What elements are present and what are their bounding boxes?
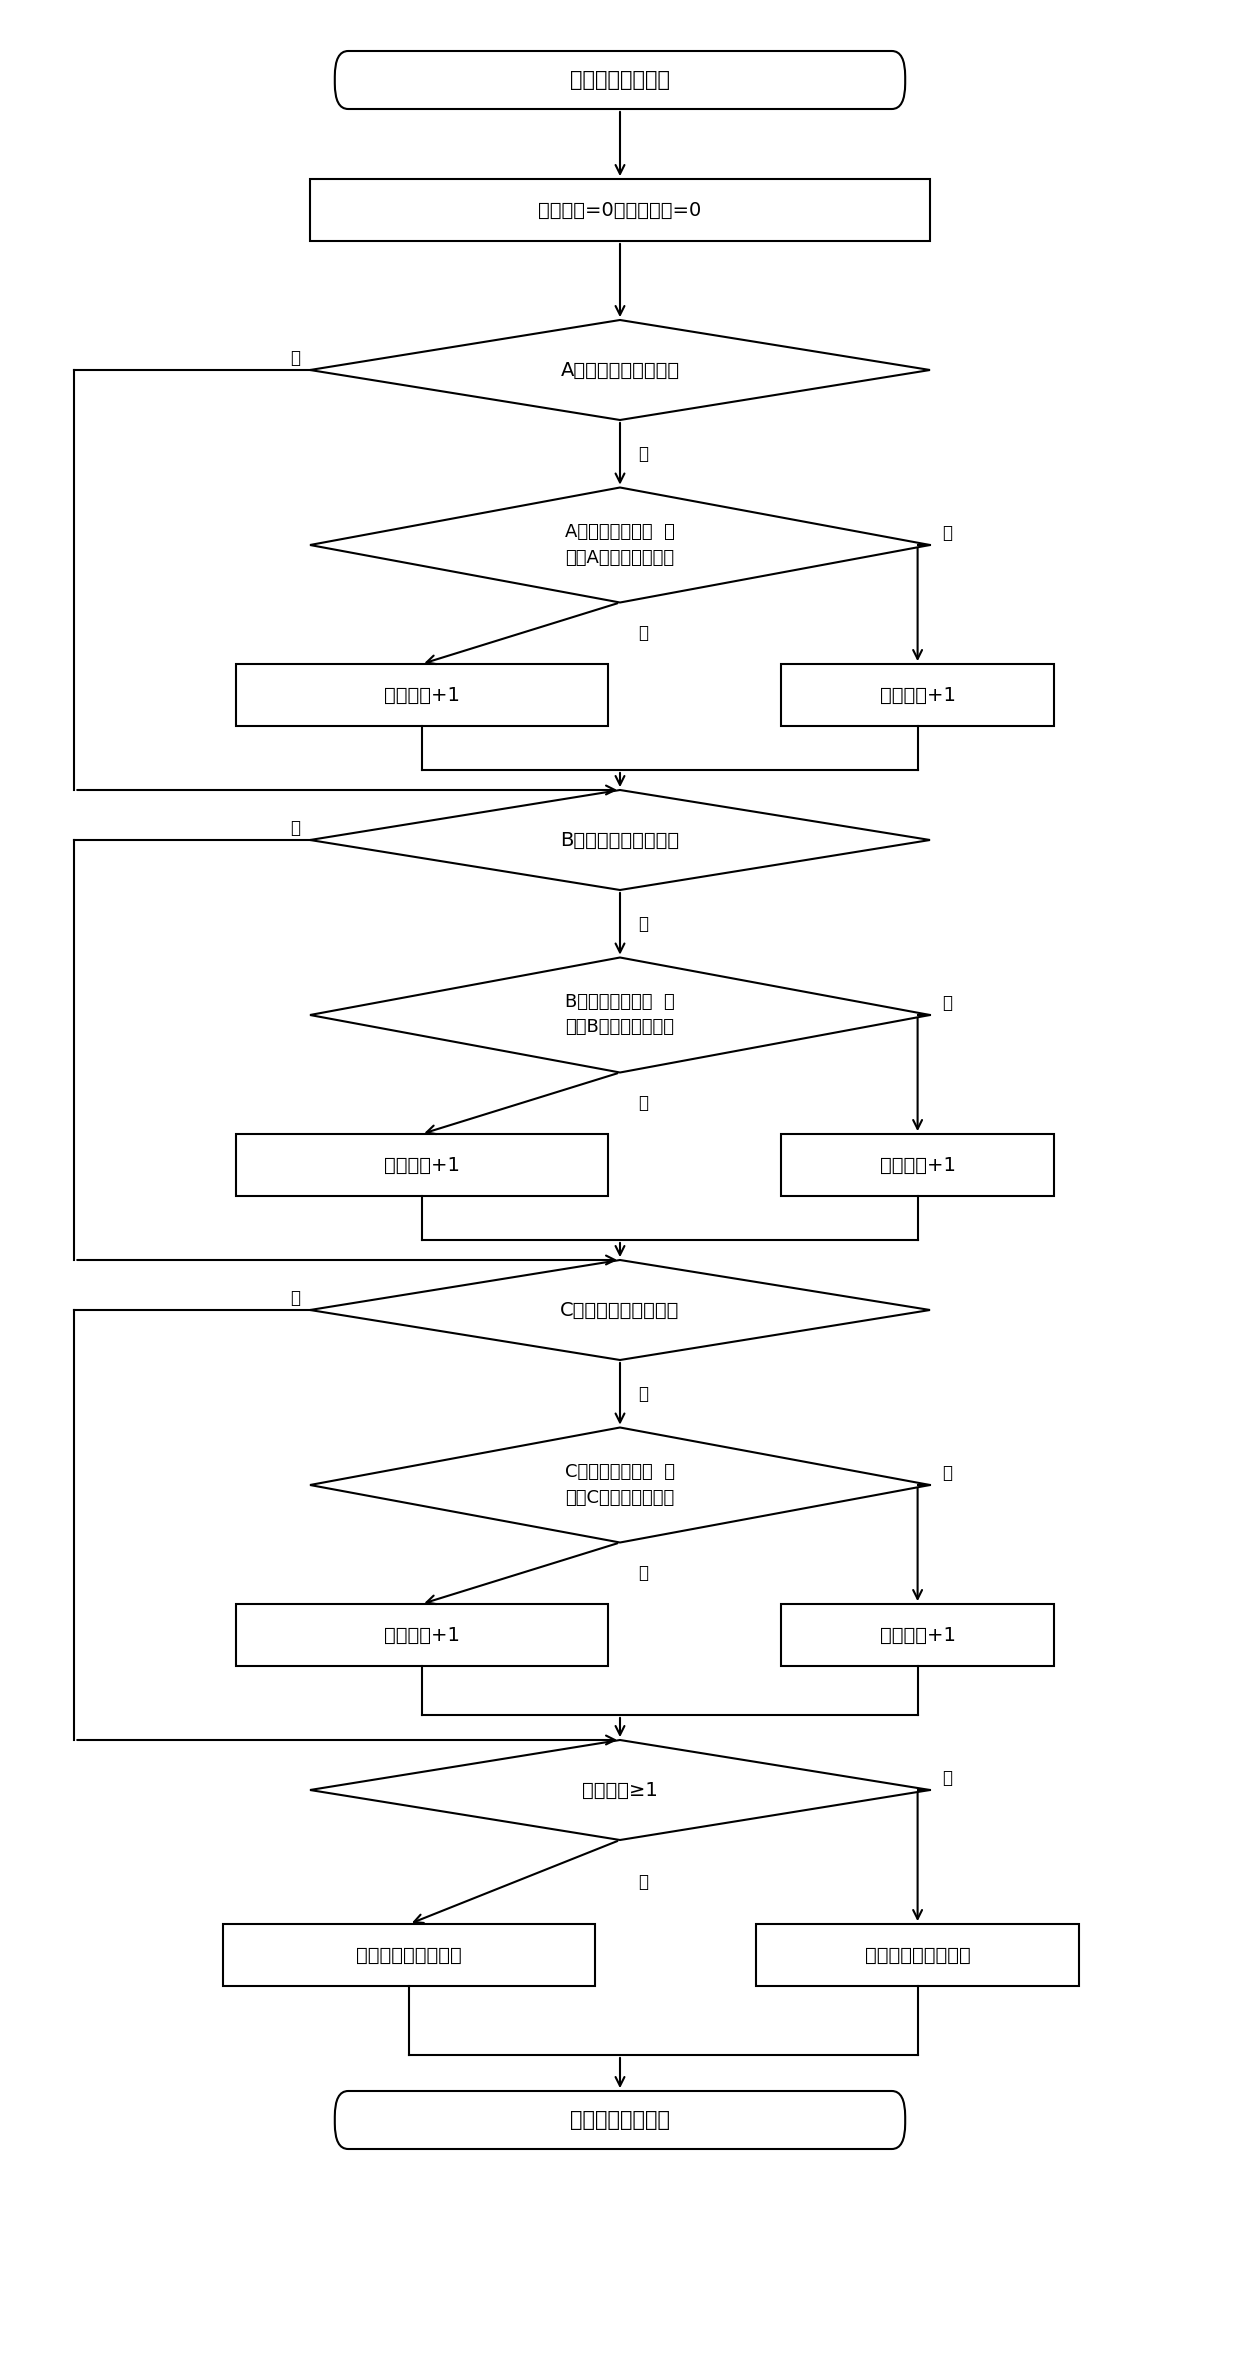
- Text: 是: 是: [639, 444, 649, 463]
- Text: 否: 否: [942, 1770, 952, 1787]
- Text: 是: 是: [639, 624, 649, 643]
- Text: 否: 否: [942, 524, 952, 541]
- Text: 动作相数+1: 动作相数+1: [879, 1626, 956, 1644]
- Bar: [236, 1604, 608, 1666]
- Text: 否: 否: [290, 819, 300, 838]
- Bar: [756, 1925, 1079, 1986]
- Text: 是: 是: [639, 914, 649, 933]
- Text: B相差流谐波标识  或
各侧B相电流谐波标识: B相差流谐波标识 或 各侧B相电流谐波标识: [565, 994, 675, 1037]
- Text: 否: 否: [290, 349, 300, 368]
- Polygon shape: [310, 790, 930, 890]
- Bar: [223, 1925, 595, 1986]
- FancyBboxPatch shape: [335, 50, 905, 109]
- Bar: [781, 1134, 1054, 1196]
- Polygon shape: [310, 1429, 930, 1542]
- Text: 否: 否: [942, 994, 952, 1013]
- Text: 是: 是: [639, 1386, 649, 1402]
- Text: 闭锁相数=0，动作相数=0: 闭锁相数=0，动作相数=0: [538, 199, 702, 218]
- Text: 否: 否: [942, 1464, 952, 1483]
- Text: C相差流满足动作门槛: C相差流满足动作门槛: [560, 1300, 680, 1319]
- Text: 置差动保护动作标志: 置差动保护动作标志: [356, 1946, 463, 1965]
- Text: B相差流满足动作门槛: B相差流满足动作门槛: [560, 831, 680, 850]
- Polygon shape: [310, 956, 930, 1073]
- Bar: [236, 1134, 608, 1196]
- Text: 差流保护逻辑出口: 差流保护逻辑出口: [570, 2110, 670, 2131]
- Text: 差动保护逻辑入口: 差动保护逻辑入口: [570, 69, 670, 90]
- Text: 闭锁相数+1: 闭锁相数+1: [383, 1156, 460, 1175]
- Text: 闭锁相数+1: 闭锁相数+1: [383, 1626, 460, 1644]
- Bar: [781, 664, 1054, 726]
- Bar: [236, 664, 608, 726]
- Text: A相差流满足动作门槛: A相差流满足动作门槛: [560, 361, 680, 380]
- Text: 动作相数≥1: 动作相数≥1: [582, 1780, 658, 1799]
- Bar: [781, 1604, 1054, 1666]
- Polygon shape: [310, 486, 930, 603]
- Polygon shape: [310, 320, 930, 420]
- Text: 闭锁相数+1: 闭锁相数+1: [383, 686, 460, 705]
- FancyBboxPatch shape: [335, 2091, 905, 2150]
- Bar: [310, 178, 930, 242]
- Text: 是: 是: [639, 1564, 649, 1583]
- Polygon shape: [310, 1739, 930, 1839]
- Text: A相差流谐波标识  或
各侧A相电流谐波标识: A相差流谐波标识 或 各侧A相电流谐波标识: [565, 524, 675, 567]
- Text: 否: 否: [290, 1289, 300, 1308]
- Text: 是: 是: [639, 1094, 649, 1113]
- Text: 是: 是: [639, 1872, 649, 1891]
- Text: 动作相数+1: 动作相数+1: [879, 686, 956, 705]
- Text: 动作相数+1: 动作相数+1: [879, 1156, 956, 1175]
- Text: 清差动保护动作标志: 清差动保护动作标志: [864, 1946, 971, 1965]
- Polygon shape: [310, 1260, 930, 1360]
- Text: C相差流谐波标识  或
各侧C相电流谐波标识: C相差流谐波标识 或 各侧C相电流谐波标识: [565, 1464, 675, 1507]
